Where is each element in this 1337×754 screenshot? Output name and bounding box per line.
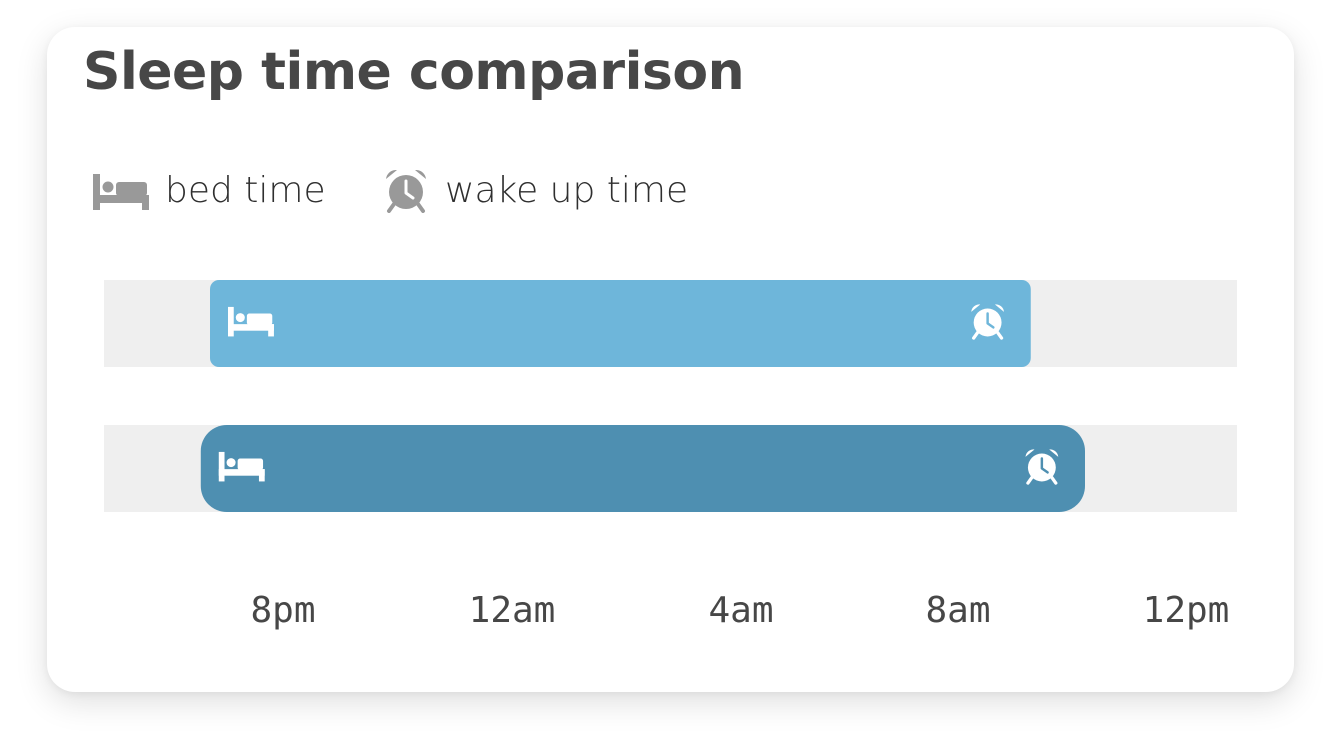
- alarm-clock-icon: [383, 167, 429, 213]
- x-tick-label: 8pm: [250, 590, 315, 631]
- alarm-clock-icon: [1025, 449, 1059, 485]
- chart-title: Sleep time comparison: [83, 42, 745, 102]
- legend-label-wake-up-time: wake up time: [445, 169, 689, 211]
- x-tick-label: 8am: [925, 590, 990, 631]
- alarm-clock-icon: [971, 304, 1005, 340]
- x-tick-label: 4am: [708, 590, 773, 631]
- sleep-bar-1: [210, 280, 1031, 367]
- x-tick-label: 12pm: [1143, 590, 1230, 631]
- bed-icon: [93, 168, 149, 212]
- legend-label-bed-time: bed time: [165, 169, 326, 211]
- bed-icon: [218, 451, 265, 482]
- legend-item-wake-up-time: wake up time: [383, 166, 688, 214]
- sleep-bar-2: [200, 425, 1086, 512]
- x-tick-label: 12am: [469, 590, 556, 631]
- legend-item-bed-time: bed time: [93, 166, 326, 214]
- bed-icon: [228, 306, 274, 337]
